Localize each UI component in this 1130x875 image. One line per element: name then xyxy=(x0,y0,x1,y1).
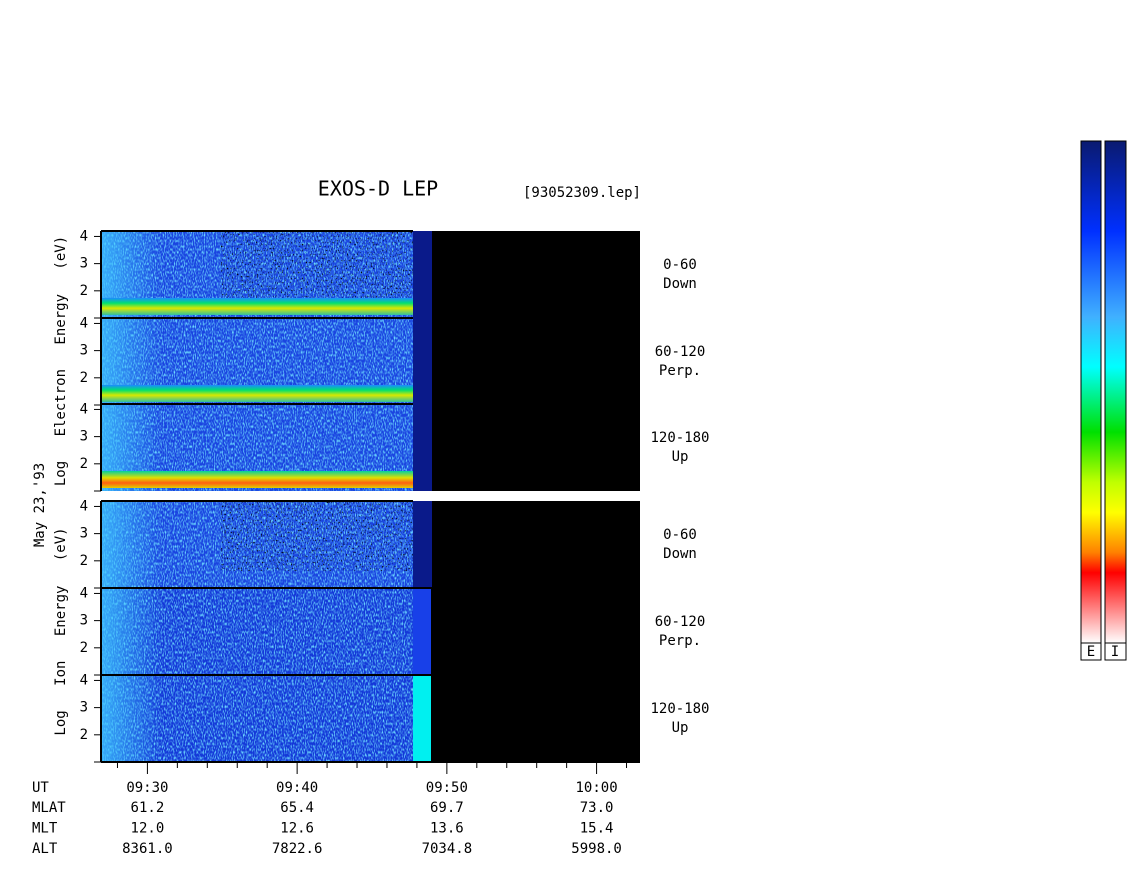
spectrogram-edge xyxy=(101,588,161,675)
colorbar-box xyxy=(1080,642,1102,661)
orbit-value: 12.0 xyxy=(131,821,165,837)
x-tick-label: 09:40 xyxy=(276,780,318,796)
colorbar xyxy=(1104,140,1127,644)
panel-angle: 0-60 xyxy=(663,527,697,543)
y-tick-label: 3 xyxy=(80,613,88,629)
colorbar-box xyxy=(1104,642,1127,661)
y-tick-label: 4 xyxy=(80,315,88,331)
panel-direction: Down xyxy=(663,546,697,562)
y-tick-label: 3 xyxy=(80,429,88,445)
y-axis-label: Log Ion Energy (eV) xyxy=(53,527,69,735)
spectrogram-voids xyxy=(221,231,413,301)
spectrogram-tail xyxy=(413,675,431,762)
spectrogram-tail xyxy=(413,588,431,675)
y-tick-label: 2 xyxy=(80,283,88,299)
spectrogram-edge xyxy=(101,675,161,762)
panel-direction: Down xyxy=(663,276,697,292)
y-axis-label: Log Electron Energy (eV) xyxy=(53,236,69,486)
orbit-value: 73.0 xyxy=(580,800,614,816)
y-tick-label: 3 xyxy=(80,256,88,272)
orbit-row-name: ALT xyxy=(32,841,58,857)
y-tick-label: 4 xyxy=(80,585,88,601)
spectrogram-edge xyxy=(101,501,161,588)
y-tick-label: 4 xyxy=(80,401,88,417)
orbit-value: 69.7 xyxy=(430,800,464,816)
panel-direction: Perp. xyxy=(659,633,701,649)
orbit-value: 15.4 xyxy=(580,821,614,837)
panel-angle: 120-180 xyxy=(650,430,709,446)
orbit-value: 5998.0 xyxy=(571,841,622,857)
colorbars: E I xyxy=(1080,140,1127,661)
colorbar-label: I xyxy=(1111,644,1119,660)
panel-angle: 0-60 xyxy=(663,257,697,273)
y-tick-label: 4 xyxy=(80,498,88,514)
y-tick-label: 4 xyxy=(80,672,88,688)
x-tick-label: 10:00 xyxy=(576,780,618,796)
spectrogram-voids xyxy=(221,501,413,571)
panel-angle: 120-180 xyxy=(650,701,709,717)
spectrogram-band xyxy=(101,298,413,315)
orbit-value: 7034.8 xyxy=(422,841,473,857)
colorbar-label: E xyxy=(1087,644,1095,660)
orbit-value: 7822.6 xyxy=(272,841,323,857)
orbit-row-name: MLT xyxy=(32,821,58,837)
spectrogram-band xyxy=(101,471,413,488)
panel-direction: Perp. xyxy=(659,363,701,379)
orbit-value: 65.4 xyxy=(280,800,314,816)
date-label: May 23,'93 xyxy=(32,463,48,547)
ut-label: UT xyxy=(32,780,49,796)
chart-title: EXOS-D LEP xyxy=(318,177,438,201)
panel-direction: Up xyxy=(672,449,689,465)
orbit-value: 8361.0 xyxy=(122,841,173,857)
file-label: [93052309.lep] xyxy=(523,185,641,201)
y-tick-label: 3 xyxy=(80,700,88,716)
y-tick-label: 2 xyxy=(80,727,88,743)
y-tick-label: 2 xyxy=(80,456,88,472)
orbit-value: 61.2 xyxy=(131,800,165,816)
orbit-value: 12.6 xyxy=(280,821,314,837)
colorbar xyxy=(1080,140,1102,644)
y-tick-label: 2 xyxy=(80,370,88,386)
spectrogram-band xyxy=(101,385,413,402)
panel-angle: 60-120 xyxy=(655,614,706,630)
y-tick-label: 3 xyxy=(80,526,88,542)
panel-angle: 60-120 xyxy=(655,344,706,360)
panel-direction: Up xyxy=(672,720,689,736)
y-tick-label: 2 xyxy=(80,640,88,656)
orbit-value: 13.6 xyxy=(430,821,464,837)
x-tick-label: 09:50 xyxy=(426,780,468,796)
y-tick-label: 2 xyxy=(80,553,88,569)
y-tick-label: 4 xyxy=(80,228,88,244)
y-tick-label: 3 xyxy=(80,343,88,359)
x-tick-label: 09:30 xyxy=(126,780,168,796)
orbit-row-name: MLAT xyxy=(32,800,66,816)
